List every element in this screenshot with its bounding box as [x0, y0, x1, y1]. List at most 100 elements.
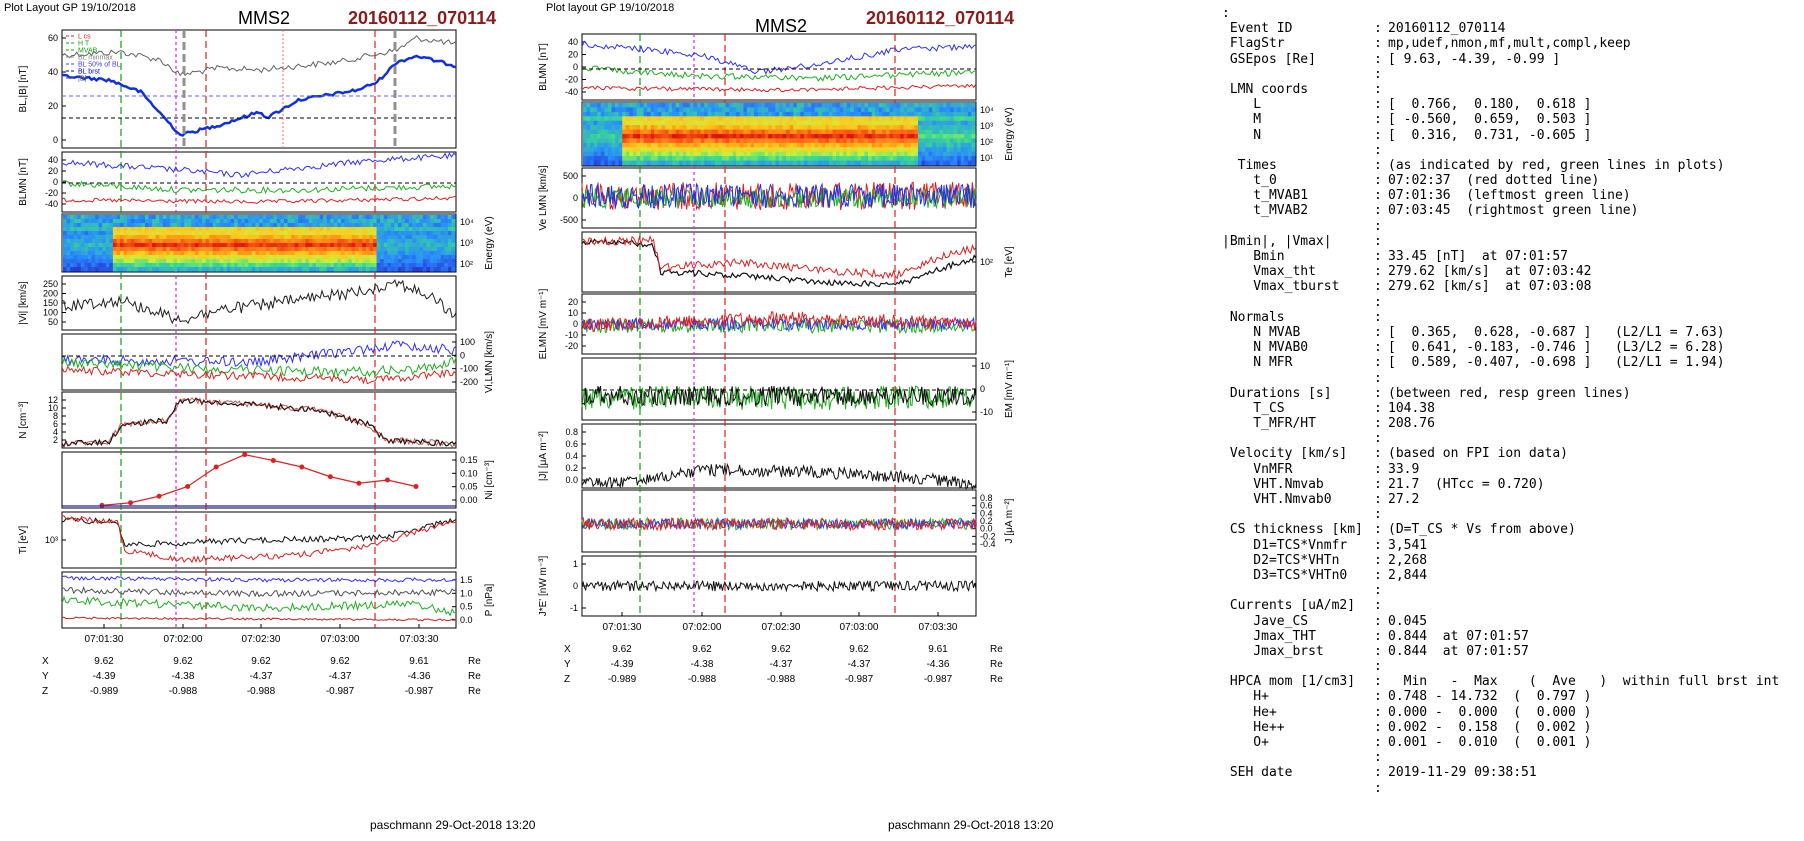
spectrogram-cell: [298, 247, 303, 252]
spectrogram-cell: [316, 231, 321, 236]
spectrogram-cell: [248, 227, 253, 232]
spectrogram-cell: [84, 263, 89, 268]
spectrogram-cell: [362, 231, 367, 236]
spectrogram-cell: [251, 251, 257, 256]
spectrogram-cell: [697, 134, 702, 139]
info-value: [1388, 371, 1797, 386]
spectrogram-cell: [764, 138, 769, 144]
info-line: :: [1222, 659, 1797, 674]
spectrogram-cell: [864, 111, 869, 117]
spectrogram-cell: [682, 147, 687, 153]
spectrogram-cell: [825, 120, 830, 126]
spectrogram-cell: [857, 125, 862, 131]
info-line: t_0:07:02:37 (red dotted line): [1222, 173, 1797, 188]
spectrogram-cell: [889, 107, 894, 113]
spectrogram-cell: [707, 103, 712, 108]
spectrogram-cell: [180, 227, 185, 232]
spectrogram-cell: [893, 125, 898, 131]
spectrogram-cell: [145, 267, 150, 272]
spectrogram-cell: [960, 156, 965, 162]
spectrogram-cell: [216, 235, 221, 240]
spectrogram-cell: [380, 219, 385, 224]
spectrogram-cell: [604, 125, 609, 131]
spectrogram-cell: [746, 160, 752, 166]
spectrogram-cell: [422, 235, 428, 240]
y-tick-label: 0: [573, 62, 578, 72]
spectrogram-cell: [362, 267, 367, 272]
spectrogram-cell: [600, 129, 605, 135]
spectrogram-cell: [341, 267, 346, 272]
spectrogram-cell: [647, 138, 652, 144]
y-tick-label: 10³: [45, 535, 58, 545]
spectrogram-cell: [846, 111, 851, 117]
spectrogram-cell: [344, 223, 349, 228]
spectrogram-cell: [821, 142, 826, 148]
spectrogram-cell: [98, 251, 103, 256]
spectrogram-cell: [319, 267, 324, 272]
spectrogram-cell: [326, 267, 331, 272]
spectrogram-cell: [226, 255, 232, 260]
spectrogram-cell: [430, 255, 435, 260]
spectrogram-cell: [351, 219, 356, 224]
spectrogram-cell: [419, 231, 424, 236]
spectrogram-cell: [893, 138, 898, 144]
spectrogram-cell: [782, 160, 787, 166]
spectrogram-cell: [889, 160, 894, 166]
spectrogram-cell: [942, 111, 948, 117]
spectrogram-cell: [130, 223, 135, 228]
spectrogram-cell: [746, 120, 752, 126]
y-tick-label: 0.00: [460, 495, 478, 505]
spectrogram-cell: [875, 107, 880, 113]
spectrogram-cell: [451, 223, 456, 228]
spectrogram-cell: [700, 134, 705, 139]
spectrogram-cell: [857, 142, 862, 148]
time-tick-label: 07:02:30: [762, 622, 801, 633]
y-axis-title: BLMN [nT]: [538, 43, 549, 91]
spectrogram-cell: [832, 125, 837, 131]
spectrogram-cell: [437, 235, 442, 240]
spectrogram-cell: [935, 120, 940, 126]
spectrogram-cell: [159, 247, 164, 252]
spectrogram-cell: [668, 151, 673, 157]
spectrogram-cell: [255, 223, 260, 228]
spectrogram-cell: [430, 235, 435, 240]
spectrogram-cell: [337, 259, 342, 264]
spectrogram-cell: [846, 107, 851, 113]
spectrogram-cell: [714, 142, 720, 148]
spectrogram-cell: [408, 247, 413, 252]
spectrogram-cell: [771, 142, 777, 148]
info-key: Vmax_tburst: [1222, 279, 1340, 295]
spectrogram-cell: [707, 147, 712, 153]
y-tick-label: 10²: [460, 259, 473, 269]
spectrogram-cell: [789, 120, 794, 126]
spectrogram-cell: [707, 111, 712, 117]
spectrogram-cell: [230, 259, 235, 264]
spectrogram-cell: [102, 223, 107, 228]
spectrogram-cell: [77, 223, 82, 228]
spectrogram-cell: [262, 251, 267, 256]
spectrogram-cell: [650, 134, 655, 139]
spectrogram-cell: [636, 111, 641, 117]
spectrogram-cell: [893, 156, 898, 162]
spectrogram-cell: [348, 223, 353, 228]
spectrogram-cell: [105, 235, 110, 240]
spectrogram-cell: [828, 120, 834, 126]
spectrogram-cell: [305, 267, 310, 272]
spectrogram-cell: [647, 147, 652, 153]
spectrogram-cell: [800, 111, 805, 117]
spectrogram-cell: [871, 160, 876, 166]
spectrogram-cell: [750, 111, 755, 117]
spectrogram-cell: [903, 156, 908, 162]
spectrogram-cell: [714, 138, 720, 144]
spectrogram-cell: [91, 259, 96, 264]
spectrogram-cell: [166, 259, 171, 264]
spectrogram-cell: [408, 263, 413, 268]
spectrogram-cell: [946, 160, 951, 166]
spectrogram-cell: [440, 231, 445, 236]
info-key: He+: [1222, 704, 1277, 720]
info-value: 0.844 at 07:01:57: [1388, 628, 1529, 644]
spectrogram-cell: [754, 111, 759, 117]
spectrogram-cell: [447, 239, 453, 244]
spectrogram-cell: [447, 259, 453, 264]
spectrogram-cell: [757, 134, 762, 139]
